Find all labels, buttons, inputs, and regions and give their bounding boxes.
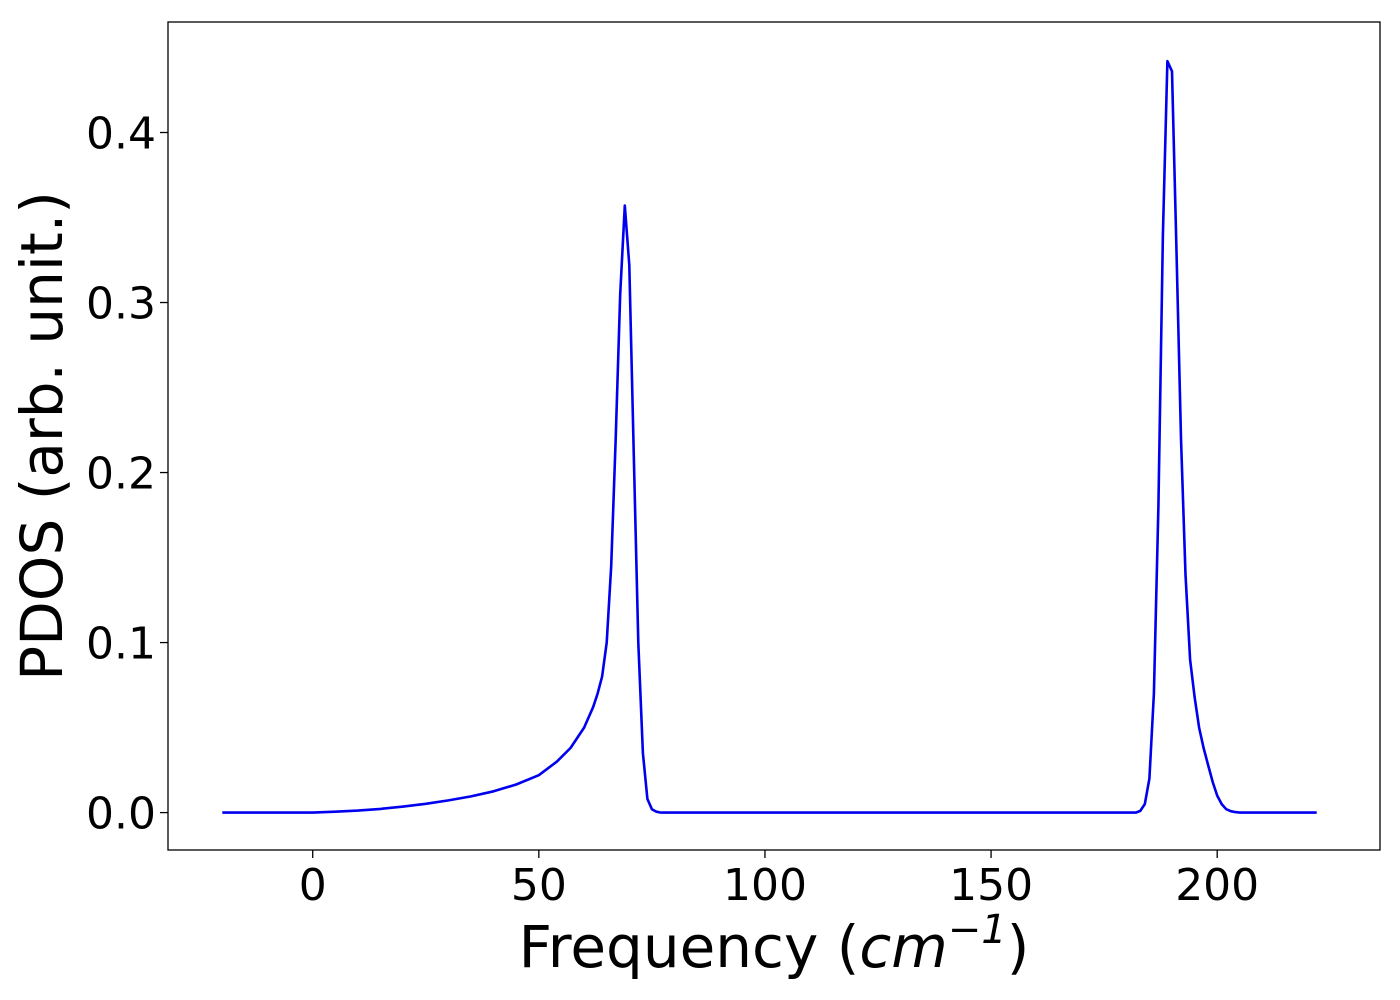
x-axis-title: Frequency (cm−1) — [519, 907, 1030, 981]
x-tick-label: 0 — [299, 860, 327, 911]
x-tick-label: 200 — [1175, 860, 1259, 911]
x-tick-label: 150 — [949, 860, 1033, 911]
y-tick-label: 0.4 — [86, 109, 156, 160]
y-tick-label: 0.1 — [86, 619, 156, 670]
x-axis-ticks: 0 50 100 150 200 — [299, 850, 1259, 911]
y-tick-label: 0.2 — [86, 449, 156, 500]
x-tick-label: 50 — [511, 860, 567, 911]
plot-area — [167, 21, 1381, 851]
y-tick-label: 0.0 — [86, 789, 156, 840]
y-axis-title: PDOS (arb. unit.) — [8, 191, 76, 681]
x-tick-label: 100 — [723, 860, 807, 911]
y-axis-ticks: 0.0 0.1 0.2 0.3 0.4 — [86, 109, 168, 840]
y-tick-label: 0.3 — [86, 279, 156, 330]
pdos-series-line — [222, 59, 1317, 814]
